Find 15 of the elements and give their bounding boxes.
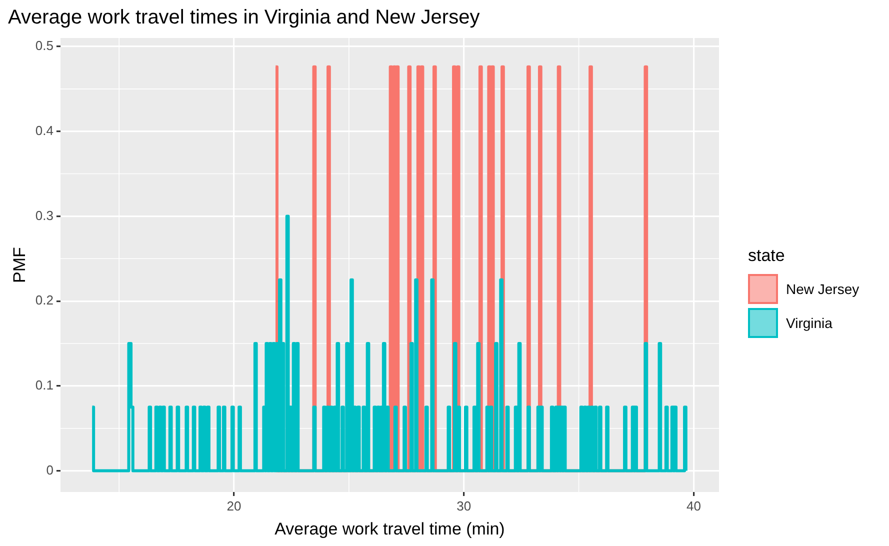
- y-tick-label: 0.1: [35, 378, 54, 393]
- y-tick-label: 0.3: [35, 208, 54, 223]
- y-tick-label: 0.2: [35, 292, 54, 308]
- x-tick-label: 30: [456, 498, 472, 514]
- y-tick-label: 0.5: [35, 38, 54, 54]
- y-tick-label: 0.4: [35, 122, 54, 138]
- chart-title: Average work travel times in Virginia and New Jersey: [8, 6, 480, 29]
- x-tick-label: 40: [686, 498, 701, 514]
- x-tick-label: 20: [226, 498, 242, 514]
- y-axis-title: PMF: [10, 247, 29, 283]
- legend-label: Virginia: [786, 315, 832, 331]
- legend-label: New Jersey: [786, 281, 860, 297]
- y-tick-label: 0: [46, 462, 54, 478]
- legend-title: state: [748, 246, 786, 266]
- x-axis-title: Average work travel time (min): [274, 519, 505, 538]
